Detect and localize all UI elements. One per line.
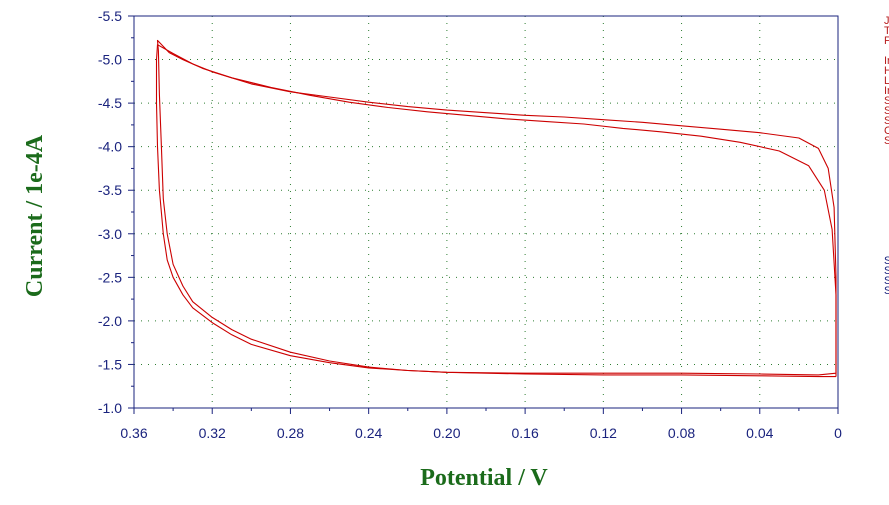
y-tick-label: -5.0 [98,52,122,68]
x-tick-label: 0.24 [355,425,382,441]
side-red-label-9: S [884,105,889,117]
side-red-label-7: Ir [884,85,889,97]
x-tick-label: 0 [834,425,842,441]
y-tick-label: -1.0 [98,400,122,416]
cv-cycle-1-line [155,44,837,376]
x-tick-label: 0.16 [511,425,538,441]
x-axis-label: Potential / V [420,465,548,491]
y-tick-label: -4.5 [98,95,122,111]
cv-cycle-2-line [156,39,837,378]
y-tick-label: -2.0 [98,313,122,329]
x-tick-label: 0.32 [199,425,226,441]
x-tick-label: 0.36 [120,425,147,441]
side-red-label-6: L [884,75,889,87]
y-tick-label: -1.5 [98,356,122,372]
x-tick-label: 0.12 [590,425,617,441]
side-red-label-10: S [884,115,889,127]
y-tick-label: -3.5 [98,182,122,198]
x-tick-label: 0.04 [746,425,773,441]
x-tick-label: 0.08 [668,425,695,441]
side-red-label-5: H [884,65,889,77]
side-red-label-12: S [884,135,889,147]
x-tick-label: 0.28 [277,425,304,441]
y-tick-label: -2.5 [98,269,122,285]
side-red-label-11: C [884,125,889,137]
side-red-label-4: Ir [884,55,889,67]
side-blue-label-2: S [884,275,889,287]
side-blue-label-1: S [884,265,889,277]
side-red-label-1: T [884,25,889,37]
y-tick-label: -4.0 [98,139,122,155]
grid [134,16,838,408]
side-red-label-8: S [884,95,889,107]
series-lines [155,39,837,378]
side-panel-red-labels: J T F Ir H L Ir S S S C S [884,15,889,147]
side-blue-label-0: S [884,255,889,267]
side-red-label-0: J [884,15,889,27]
y-axis-label: Current / 1e-4A [22,134,48,297]
x-tick-label: 0.20 [433,425,460,441]
axis-ticks: 0.36 0.32 0.28 0.24 0.20 0.16 0.12 0.08 0.04 0 -1.… [98,8,842,441]
side-red-label-2: F [884,35,889,47]
plot-frame [133,15,839,409]
side-blue-label-3: S [884,285,889,297]
y-tick-label: -5.5 [98,8,122,24]
y-tick-label: -3.0 [98,226,122,242]
